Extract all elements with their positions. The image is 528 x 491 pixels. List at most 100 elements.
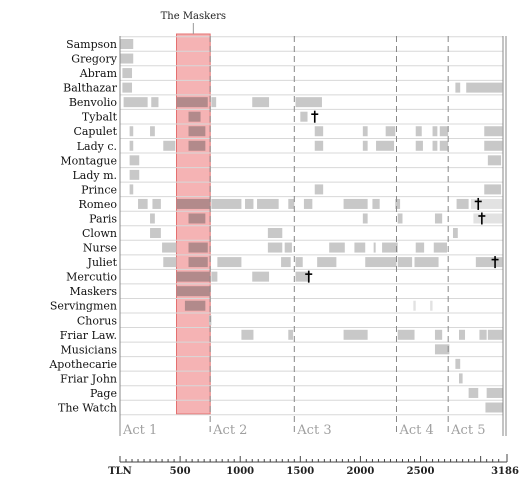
x-start-label: TLN: [108, 466, 132, 477]
presence-bar-juliet: [188, 257, 208, 268]
character-label-capulet: Capulet: [73, 125, 117, 138]
presence-bar-paris: [473, 213, 503, 224]
presence-bar-juliet: [365, 257, 397, 268]
presence-bar-tybalt: [300, 111, 308, 122]
act-label-2: Act 2: [212, 423, 247, 438]
presence-bar-juliet: [414, 257, 439, 268]
presence-bar-lady-c: [432, 140, 438, 151]
presence-bar-clown: [150, 228, 161, 239]
presence-bar-lady-c: [362, 140, 368, 151]
presence-bar-capulet: [432, 126, 438, 137]
character-label-maskers: Maskers: [69, 285, 117, 298]
presence-bar-montague: [129, 155, 140, 166]
presence-bar-lady-c: [163, 140, 176, 151]
presence-bar-prince: [314, 184, 324, 195]
presence-bar-prince: [484, 184, 502, 195]
x-end-label: 3186: [491, 466, 519, 477]
presence-bar-lady-c: [484, 140, 503, 151]
character-label-abram: Abram: [79, 67, 118, 80]
presence-bar-nurse: [373, 242, 376, 253]
presence-bar-lady-c: [314, 140, 324, 151]
character-label-the-watch: The Watch: [58, 402, 117, 415]
act-label-4: Act 4: [398, 423, 433, 438]
presence-bar-romeo: [343, 198, 368, 209]
presence-bar-capulet: [484, 126, 503, 137]
presence-bar-benvolio: [151, 97, 159, 108]
presence-bar-romeo: [303, 198, 313, 209]
presence-bar-romeo: [395, 198, 401, 209]
presence-bar-lady-c: [415, 140, 423, 151]
presence-bar-friar-law: [397, 329, 415, 340]
presence-bar-nurse: [284, 242, 292, 253]
character-label-lady-m: Lady m.: [72, 169, 117, 182]
presence-bar-nurse: [329, 242, 345, 253]
presence-bar-benvolio: [123, 97, 148, 108]
presence-bar-lady-c: [188, 140, 206, 151]
presence-bar-capulet: [150, 126, 155, 137]
act-label-3: Act 3: [296, 423, 331, 438]
presence-bar-romeo: [471, 198, 503, 209]
character-label-servingmen: Servingmen: [50, 300, 117, 313]
presence-bar-capulet: [188, 126, 206, 137]
x-tick-label: 500: [170, 466, 191, 477]
character-label-apothecarie: Apothecarie: [48, 358, 117, 371]
presence-bar-friar-law: [479, 329, 487, 340]
presence-bar-friar-law: [487, 329, 503, 340]
presence-bar-juliet: [317, 257, 337, 268]
presence-bar-capulet: [362, 126, 368, 137]
act-layer: Act 1 Act 2 Act 3 Act 4 Act 5: [119, 36, 507, 438]
presence-bar-benvolio: [176, 97, 208, 108]
presence-bar-servingmen: [184, 300, 206, 311]
presence-bar-page: [468, 387, 479, 398]
character-label-sampson: Sampson: [66, 38, 117, 51]
presence-bar-romeo: [138, 198, 148, 209]
death-dagger-tybalt: [311, 110, 319, 123]
presence-bar-mercutio: [252, 271, 270, 282]
presence-bar-paris: [362, 213, 368, 224]
presence-bar-gregory: [120, 53, 134, 64]
character-label-nurse: Nurse: [83, 242, 117, 255]
character-label-page: Page: [90, 387, 117, 400]
character-label-friar-law: Friar Law.: [60, 329, 117, 342]
presence-bar-romeo: [152, 198, 161, 209]
x-tick-label: 2000: [347, 466, 375, 477]
presence-bar-capulet: [314, 126, 324, 137]
presence-bar-romeo: [176, 198, 211, 209]
x-tick-label: 1500: [286, 466, 314, 477]
presence-bar-balthazar: [122, 82, 133, 93]
character-label-balthazar: Balthazar: [63, 82, 118, 95]
presence-bar-romeo: [456, 198, 469, 209]
presence-bar-nurse: [354, 242, 366, 253]
presence-bar-lady-c: [376, 140, 395, 151]
presence-bar-page: [486, 387, 504, 398]
presence-bar-juliet: [397, 257, 413, 268]
presence-bar-juliet: [475, 257, 503, 268]
presence-bar-paris: [397, 213, 403, 224]
x-tick-label: 1000: [226, 466, 254, 477]
presence-bar-romeo: [245, 198, 254, 209]
presence-bar-nurse: [382, 242, 398, 253]
presence-bar-friar-law: [434, 329, 443, 340]
presence-bar-tybalt: [188, 111, 201, 122]
presence-bar-mercutio: [211, 271, 218, 282]
presence-bar-juliet: [163, 257, 177, 268]
character-label-montague: Montague: [60, 154, 117, 167]
highlight-title: The Maskers: [161, 11, 226, 22]
presence-bar-friar-law: [241, 329, 254, 340]
presence-bar-capulet: [415, 126, 422, 137]
axis-layer: TLN 500 1000 1500 2000 2500 3186: [108, 454, 519, 477]
presence-bar-servingmen: [413, 300, 416, 311]
character-label-paris: Paris: [89, 212, 117, 225]
character-label-mercutio: Mercutio: [66, 271, 117, 284]
presence-bar-the-watch: [485, 402, 504, 413]
presence-bar-capulet: [385, 126, 396, 137]
presence-bar-clown: [452, 228, 458, 239]
presence-bar-paris: [434, 213, 443, 224]
presence-bar-lady-c: [439, 140, 449, 151]
presence-bar-mercutio: [176, 271, 211, 282]
presence-bar-friar-john: [459, 373, 463, 384]
character-label-benvolio: Benvolio: [69, 96, 118, 109]
presence-bar-romeo: [288, 198, 295, 209]
character-label-musicians: Musicians: [61, 343, 118, 356]
